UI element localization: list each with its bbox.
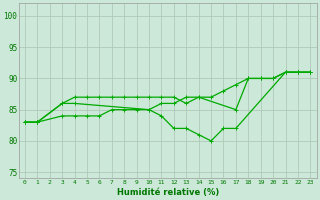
X-axis label: Humidité relative (%): Humidité relative (%)	[116, 188, 219, 197]
